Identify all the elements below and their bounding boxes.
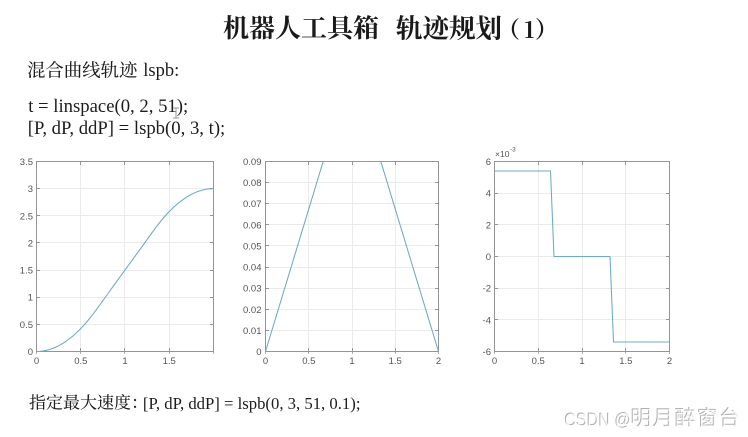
svg-text:2: 2	[667, 356, 672, 367]
svg-text:0.04: 0.04	[243, 263, 262, 274]
svg-text:1.5: 1.5	[389, 356, 402, 367]
svg-text:1.5: 1.5	[163, 356, 176, 367]
svg-text:0.06: 0.06	[243, 220, 262, 231]
svg-text:0.08: 0.08	[243, 178, 262, 189]
svg-text:2.5: 2.5	[20, 211, 33, 222]
svg-text:0.09: 0.09	[243, 157, 262, 168]
svg-text:2: 2	[28, 238, 33, 249]
svg-text:×10: ×10	[495, 149, 510, 159]
svg-text:0.03: 0.03	[243, 284, 262, 295]
svg-text:0.07: 0.07	[243, 199, 262, 210]
svg-text:0.02: 0.02	[243, 305, 262, 316]
svg-text:0.5: 0.5	[302, 356, 315, 367]
svg-text:1: 1	[349, 356, 354, 367]
svg-text:1.5: 1.5	[619, 356, 632, 367]
svg-text:0.5: 0.5	[74, 356, 87, 367]
svg-text:1: 1	[579, 356, 584, 367]
svg-text:0.5: 0.5	[532, 356, 545, 367]
svg-text:0: 0	[492, 356, 497, 367]
svg-text:1.5: 1.5	[20, 266, 33, 277]
svg-text:2: 2	[486, 220, 491, 231]
svg-text:0: 0	[28, 347, 33, 358]
svg-text:3.5: 3.5	[20, 157, 33, 168]
svg-text:0: 0	[486, 252, 491, 263]
svg-text:3: 3	[28, 184, 33, 195]
svg-text:0: 0	[256, 347, 261, 358]
svg-text:0: 0	[34, 356, 39, 367]
svg-text:-3: -3	[510, 147, 516, 154]
svg-text:0.01: 0.01	[243, 326, 262, 337]
svg-text:0.5: 0.5	[20, 320, 33, 331]
svg-text:-4: -4	[483, 315, 491, 326]
svg-text:1: 1	[122, 356, 127, 367]
svg-text:6: 6	[486, 157, 491, 168]
svg-text:0.05: 0.05	[243, 241, 262, 252]
svg-text:-6: -6	[483, 347, 491, 358]
svg-text:4: 4	[486, 189, 491, 200]
svg-text:1: 1	[28, 293, 33, 304]
svg-text:2: 2	[436, 356, 441, 367]
svg-text:-2: -2	[483, 284, 491, 295]
svg-text:0: 0	[263, 356, 268, 367]
